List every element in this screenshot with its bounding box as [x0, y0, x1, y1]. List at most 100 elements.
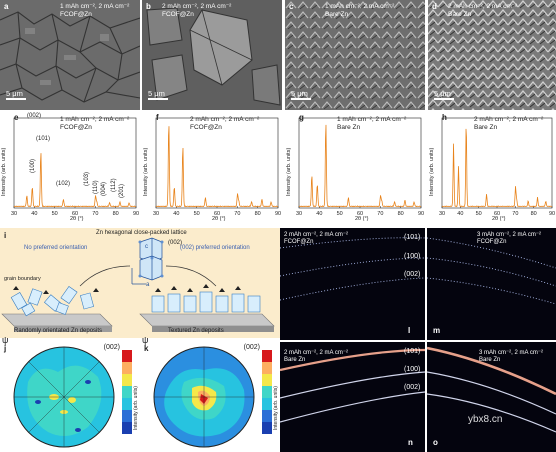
xrd-panel-g: 30 40 50 60 70 80 90 g 1 mAh cm⁻², 2 mA cm⁻² Ba…: [285, 110, 425, 225]
xrd-chart-g: 30 40 50 60 70 80 90: [296, 117, 424, 217]
axis-a-label: a: [146, 282, 150, 288]
x-axis-label-g: 2θ (°): [355, 216, 369, 222]
colorbar-label-k: Intensity (arb. units): [273, 386, 279, 430]
ring-label-002-top: (002): [404, 271, 421, 278]
schematic-panel-i: i Zn hexagonal close-packed lattice (002…: [0, 228, 280, 338]
xrd-series-line: [298, 124, 422, 208]
scale-label-a: 5 μm: [6, 89, 23, 98]
ring-label-101-top: (101): [404, 234, 421, 241]
ring-label-101-bottom: (101): [404, 348, 421, 355]
x-tick-label: 90: [275, 211, 281, 217]
scale-bar-a: [6, 98, 26, 100]
xrd-panel-e: 30 40 50 60 70 80 90 e 1 mAh cm⁻², 2 mA cm⁻² FC…: [0, 110, 140, 225]
hcp-lattice-icon: [139, 237, 163, 281]
panel-letter-a: a: [4, 2, 9, 11]
sem-panel-b: b 2 mAh cm⁻², 2 mA cm⁻² FCOF@Zn 5 μm: [142, 0, 282, 110]
xrd-series-line: [155, 126, 279, 208]
caption-b: 2 mAh cm⁻², 2 mA cm⁻² FCOF@Zn: [162, 3, 232, 18]
sem-panel-c: c 1 mAh cm⁻², 2 mA cm⁻² Bare Zn 5 μm: [285, 0, 425, 110]
panel-letter-i: i: [4, 231, 7, 240]
panel-letter-m: m: [433, 326, 441, 335]
scale-label-b: 5 μm: [148, 89, 165, 98]
ring-label-100-top: (100): [404, 253, 421, 260]
colorbar-label-j: Intensity (arb. units): [133, 386, 139, 430]
y-axis-label-g: Intensity (arb. units): [286, 147, 292, 196]
caption-h: 2 mAh cm⁻², 2 mA cm⁻² Bare Zn: [474, 116, 544, 131]
diffraction-rings-n: [280, 348, 425, 423]
x-tick-label: 70: [512, 211, 518, 217]
xrd-chart-h: 30 40 50 60 70 80 90: [439, 117, 555, 217]
diffraction-rings-m: [427, 237, 556, 305]
peak-label-102: (102): [56, 181, 71, 187]
left-substrate-label: Randomly orientated Zn deposits: [14, 328, 103, 334]
panel-letter-k: k: [144, 344, 149, 353]
x-tick-label: 30: [296, 211, 302, 217]
sem-panel-a: a 1 mAh cm⁻², 2 mA cm⁻² FCOF@Zn 5 μm: [0, 0, 140, 110]
panel-letter-b: b: [146, 2, 151, 11]
caption-o: 3 mAh cm⁻², 2 mA cm⁻² Bare Zn: [479, 350, 544, 363]
reflection-label-j: (002): [103, 344, 120, 351]
xrd-panel-h: 30 40 50 60 70 80 90 h 2 mAh cm⁻², 2 mA cm⁻² Ba…: [428, 110, 556, 225]
x-tick-label: 50: [194, 211, 200, 217]
y-axis-label-e: Intensity (arb. units): [1, 147, 7, 196]
x-axis-label-h: 2θ (°): [492, 216, 506, 222]
x-tick-label: 60: [494, 211, 500, 217]
x-tick-label: 80: [255, 211, 261, 217]
scale-bar-c: [291, 98, 311, 100]
x-tick-label: 70: [234, 211, 240, 217]
panel-letter-g: g: [299, 113, 304, 122]
peak-label-103: (103): [84, 171, 90, 186]
xrd-chart-f: 30 40 50 60 70 80 90: [153, 117, 281, 217]
x-tick-label: 40: [457, 211, 463, 217]
caption-c: 1 mAh cm⁻², 2 mA cm⁻² Bare Zn: [325, 3, 395, 18]
caption-l: 2 mAh cm⁻², 2 mA cm⁻² FCOF@Zn: [284, 232, 349, 245]
xrd-series-line: [441, 128, 553, 208]
pole-figure-k: ψ k (002) Intensity (arb. units): [140, 335, 280, 452]
sem-panel-d: d 2 mAh cm⁻², 2 mA cm⁻² Bare Zn 5 μm: [428, 0, 556, 110]
panel-letter-e: e: [14, 113, 19, 122]
peak-label-201: (201): [119, 183, 125, 198]
watermark: ybx8.cn: [468, 414, 503, 425]
x-axis-label-e: 2θ (°): [70, 216, 84, 222]
ring-label-100-bottom: (100): [404, 366, 421, 373]
scale-label-c: 5 μm: [291, 89, 308, 98]
panel-letter-n: n: [408, 438, 413, 447]
peak-label-004: (004): [101, 181, 107, 196]
peak-label-112: (112): [111, 178, 117, 192]
y-axis-label-f: Intensity (arb. units): [143, 147, 149, 196]
psi-label-j: ψ: [2, 335, 9, 345]
right-orientation-label: (002) preferred orientation: [180, 245, 250, 251]
x-tick-label: 90: [549, 211, 555, 217]
xrd2d-panel-m: 3 mAh cm⁻², 2 mA cm⁻² FCOF@Zn m: [427, 228, 556, 340]
pole-plot-j: [13, 346, 132, 448]
sem-image-c: [285, 0, 425, 110]
x-axis-label-f: 2θ (°): [212, 216, 226, 222]
x-tick-label: 70: [92, 211, 98, 217]
x-tick-label: 40: [173, 211, 179, 217]
sem-image-a: [0, 0, 140, 110]
grain-boundary-label: grain boundary: [4, 276, 41, 282]
sem-image-d: [428, 0, 556, 110]
x-tick-label: 30: [439, 211, 445, 217]
caption-n: 2 mAh cm⁻², 2 mA cm⁻² Bare Zn: [284, 350, 349, 363]
xrd2d-panel-l: 2 mAh cm⁻², 2 mA cm⁻² FCOF@Zn l: [280, 228, 425, 340]
plane-label: (002): [168, 240, 183, 246]
x-tick-label: 40: [31, 211, 37, 217]
panel-letter-j: j: [4, 344, 7, 353]
y-axis-label-h: Intensity (arb. units): [429, 147, 435, 196]
panel-letter-f: f: [156, 113, 159, 122]
lattice-title: Zn hexagonal close-packed lattice: [96, 230, 187, 236]
x-tick-label: 50: [52, 211, 58, 217]
x-tick-label: 60: [214, 211, 220, 217]
x-tick-label: 50: [476, 211, 482, 217]
panel-letter-h: h: [442, 113, 447, 122]
x-tick-label: 90: [418, 211, 424, 217]
xrd-chart-e: 30 40 50 60 70 80 90: [11, 117, 139, 217]
panel-letter-l: l: [408, 326, 411, 335]
pole-plot-k: [153, 346, 272, 448]
x-tick-label: 30: [153, 211, 159, 217]
panel-letter-d: d: [432, 2, 437, 11]
caption-e: 1 mAh cm⁻², 2 mA cm⁻² FCOF@Zn: [60, 116, 130, 131]
caption-a: 1 mAh cm⁻², 2 mA cm⁻² FCOF@Zn: [60, 3, 130, 18]
x-tick-label: 50: [337, 211, 343, 217]
